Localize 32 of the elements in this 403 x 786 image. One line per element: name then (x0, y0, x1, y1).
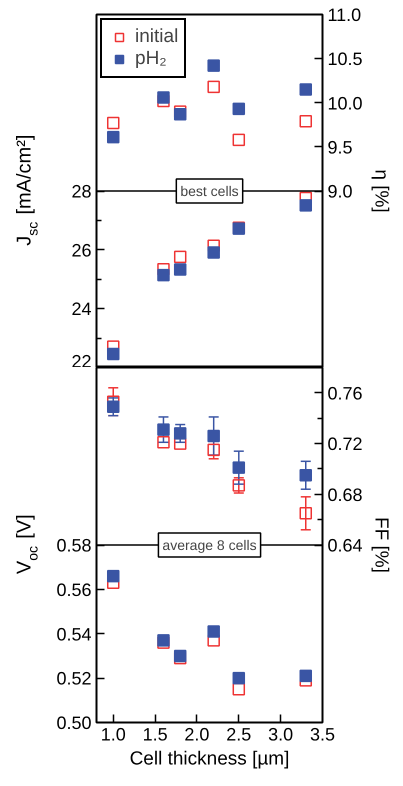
y2-tick-label: 0.72 (328, 434, 363, 454)
legend-label: initial (135, 26, 178, 48)
x-axis-title: Cell thickness [µm] (130, 748, 290, 770)
legend-label: pH₂ (135, 48, 167, 70)
x-tick-label: 1.0 (100, 724, 126, 744)
y2-tick-label: 9.5 (328, 137, 353, 158)
y2-tick-label: 10.0 (328, 93, 363, 114)
y-tick-label: 0.54 (56, 624, 92, 644)
y-tick-label: 24 (71, 299, 92, 320)
x-tick-label: 3.5 (310, 724, 336, 744)
y2-tick-label: 9.0 (328, 182, 353, 202)
y-tick-label: 0.52 (56, 668, 92, 689)
x-tick-label: 2.0 (184, 724, 210, 744)
y2-tick-label: 10.5 (328, 49, 363, 70)
x-tick-label: 3.0 (268, 724, 294, 744)
y2-axis-title: η [%] (370, 169, 392, 213)
y2-tick-label: 0.76 (328, 383, 363, 404)
y2-axis-title: FF [%] (370, 517, 392, 573)
x-tick-label: 2.5 (226, 724, 252, 744)
y2-tick-label: 11.0 (328, 5, 362, 25)
ref-line-label: average 8 cells (162, 537, 257, 553)
y-tick-label: 0.58 (56, 536, 92, 556)
y-tick-label: 28 (71, 182, 92, 202)
ref-line-label: best cells (180, 183, 239, 199)
y-axis-title: Voc [V] (14, 514, 40, 574)
y-tick-label: 26 (71, 240, 92, 260)
y2-tick-label: 0.68 (328, 484, 363, 505)
y-tick-label: 0.50 (56, 713, 92, 733)
y2-tick-label: 0.64 (328, 536, 363, 556)
x-tick-label: 1.5 (142, 724, 168, 744)
y-axis-title: Jsc [mA/cm²] (14, 134, 40, 246)
y-tick-label: 0.56 (56, 580, 92, 600)
